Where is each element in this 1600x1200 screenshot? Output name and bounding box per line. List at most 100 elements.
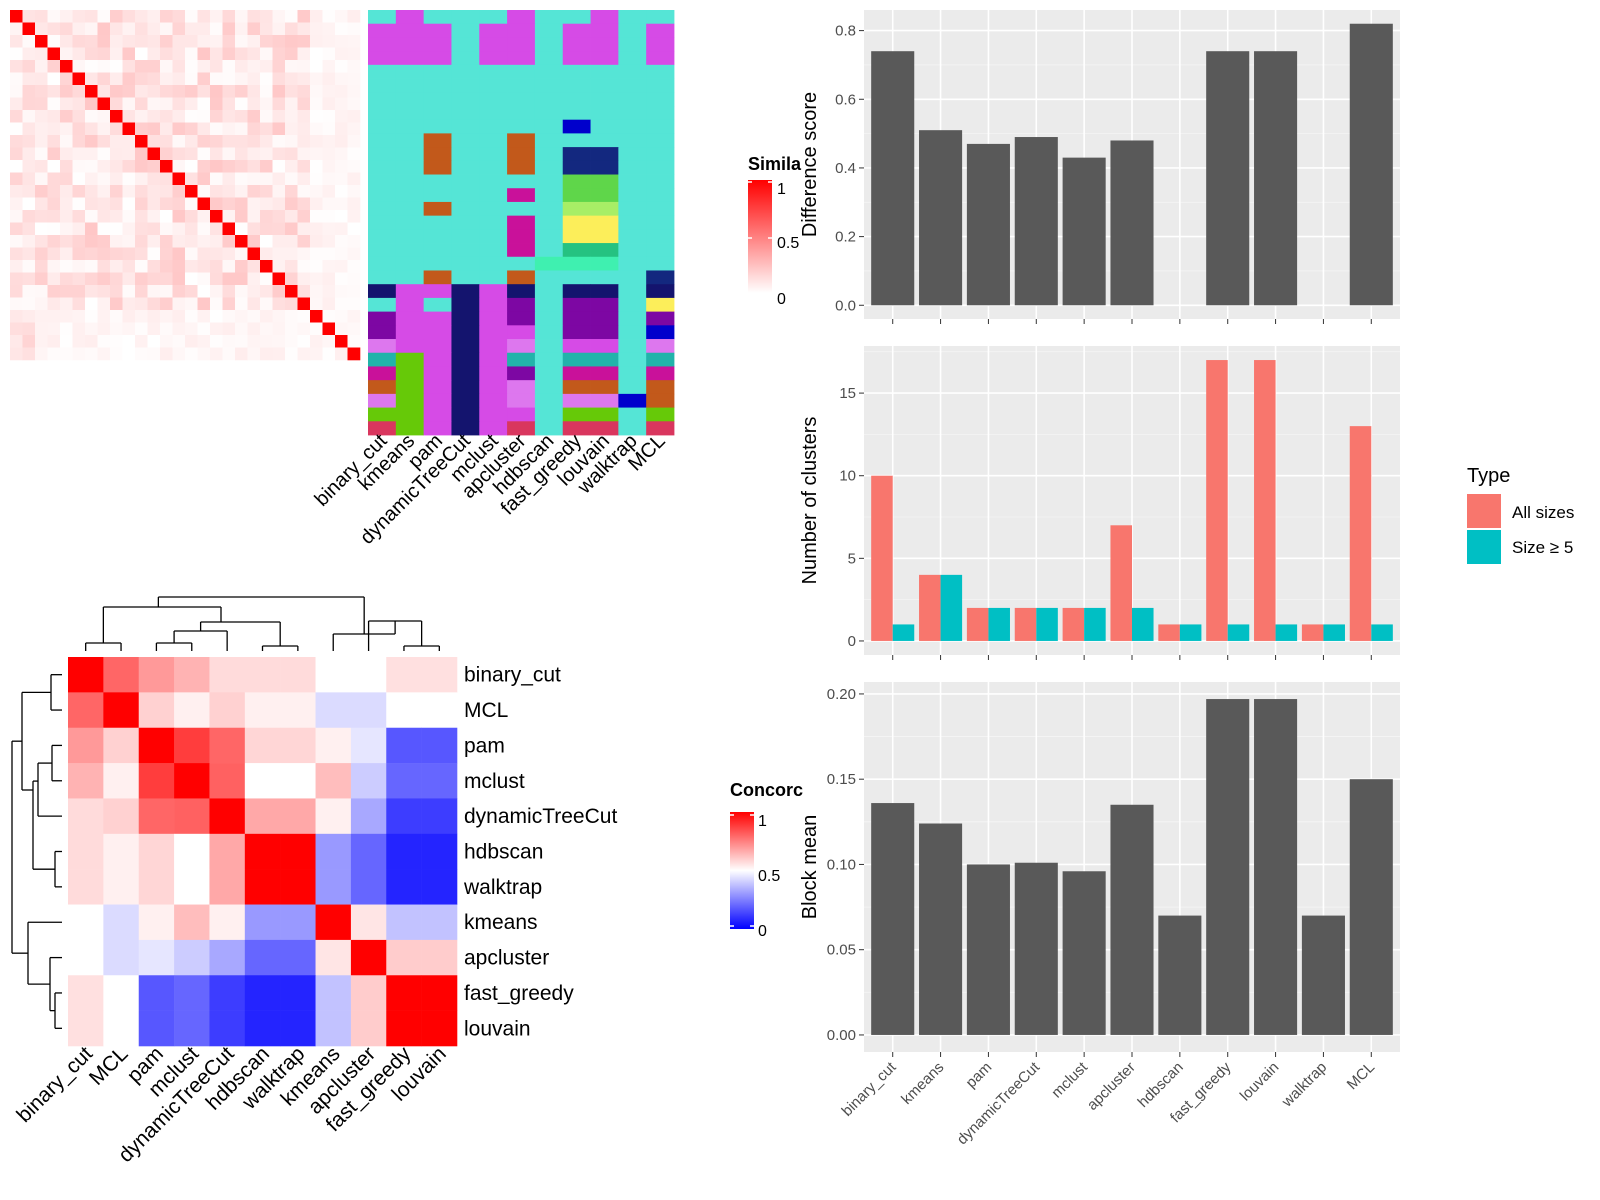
similarity-cell bbox=[335, 110, 348, 123]
similarity-cell bbox=[347, 197, 361, 211]
similarity-cell bbox=[35, 197, 48, 211]
membership-cell bbox=[534, 119, 564, 134]
similarity-cell bbox=[22, 97, 36, 111]
similarity-cell bbox=[210, 35, 223, 48]
similarity-cell bbox=[247, 147, 261, 161]
membership-cell bbox=[451, 297, 480, 313]
similarity-cell bbox=[322, 10, 336, 23]
similarity-cell bbox=[147, 160, 161, 173]
similarity-cell bbox=[172, 97, 186, 111]
membership-cell bbox=[368, 78, 397, 93]
concordance-cell bbox=[68, 798, 104, 835]
similarity-cell bbox=[72, 322, 86, 336]
similarity-cell bbox=[185, 10, 198, 23]
membership-cell bbox=[507, 339, 536, 354]
concordance-cell bbox=[421, 975, 458, 1011]
cluster-membership-grid bbox=[368, 10, 675, 436]
similarity-cell bbox=[210, 72, 223, 86]
membership-cell bbox=[646, 10, 675, 25]
similarity-cell bbox=[47, 297, 61, 311]
similarity-cell bbox=[222, 185, 236, 198]
similarity-cell bbox=[85, 185, 98, 198]
similarity-cell bbox=[47, 147, 61, 161]
similarity-cell bbox=[85, 335, 98, 348]
similarity-cell bbox=[310, 72, 323, 86]
similarity-cell bbox=[147, 272, 161, 286]
similarity-cell bbox=[122, 185, 136, 198]
membership-cell bbox=[368, 10, 397, 25]
similarity-cell bbox=[135, 272, 148, 286]
membership-cell bbox=[479, 188, 508, 203]
similarity-cell bbox=[85, 322, 98, 336]
similarity-cell bbox=[22, 297, 36, 311]
similarity-cell bbox=[122, 147, 136, 161]
similarity-cell bbox=[235, 272, 248, 286]
membership-cell bbox=[368, 188, 397, 203]
similarity-cell bbox=[97, 235, 111, 248]
bar bbox=[1062, 157, 1106, 306]
similarity-cell bbox=[247, 47, 261, 61]
similarity-cell bbox=[197, 72, 211, 86]
similarity-cell bbox=[347, 322, 361, 336]
similarity-cell bbox=[185, 35, 198, 48]
concordance-cell bbox=[350, 727, 387, 764]
membership-cell bbox=[590, 133, 619, 148]
membership-cell bbox=[590, 229, 619, 244]
similarity-cell bbox=[247, 135, 261, 148]
similarity-cell bbox=[160, 222, 173, 236]
membership-cell bbox=[451, 10, 480, 25]
concordance-cell bbox=[421, 657, 458, 693]
similarity-cell bbox=[147, 97, 161, 111]
similarity-cell bbox=[10, 322, 23, 336]
similarity-cell bbox=[297, 60, 311, 73]
membership-cell bbox=[646, 311, 675, 326]
similarity-cell bbox=[160, 322, 173, 336]
similarity-cell bbox=[110, 35, 123, 48]
similarity-cell bbox=[110, 110, 123, 123]
membership-cell bbox=[451, 133, 480, 148]
similarity-cell bbox=[235, 160, 248, 173]
similarity-cell bbox=[22, 147, 36, 161]
similarity-cell bbox=[197, 235, 211, 248]
membership-cell bbox=[534, 174, 564, 189]
similarity-cell bbox=[197, 222, 211, 236]
similarity-cell bbox=[222, 122, 236, 136]
membership-cell bbox=[451, 119, 480, 134]
bar bbox=[1014, 607, 1037, 641]
similarity-cell bbox=[210, 110, 223, 123]
legend-label-size-ge5: Size ≥ 5 bbox=[1512, 538, 1573, 557]
similarity-cell bbox=[322, 85, 336, 98]
similarity-cell bbox=[310, 222, 323, 236]
membership-cell bbox=[534, 92, 564, 107]
membership-cell bbox=[562, 229, 591, 244]
similarity-cell bbox=[147, 310, 161, 323]
similarity-cell bbox=[85, 197, 98, 211]
similarity-cell bbox=[297, 122, 311, 136]
similarity-cell bbox=[322, 260, 336, 273]
similarity-cell bbox=[122, 160, 136, 173]
similarity-cell bbox=[347, 222, 361, 236]
bar bbox=[1062, 871, 1106, 1035]
concordance-cell bbox=[315, 975, 352, 1011]
similarity-cell bbox=[235, 35, 248, 48]
number-of-clusters-panel: 0 5 10 15 Number of clusters bbox=[799, 346, 1400, 660]
similarity-cell bbox=[272, 60, 286, 73]
bar bbox=[1323, 624, 1345, 641]
similarity-cell bbox=[147, 347, 161, 361]
similarity-cell bbox=[322, 47, 336, 61]
similarity-cell bbox=[297, 260, 311, 273]
membership-cell bbox=[618, 393, 647, 408]
bar bbox=[940, 574, 963, 641]
similarity-cell bbox=[60, 147, 73, 161]
similarity-cell bbox=[147, 135, 161, 148]
y-tick-label: 0.0 bbox=[835, 297, 856, 314]
similarity-cell bbox=[247, 122, 261, 136]
similarity-cell bbox=[347, 97, 361, 111]
similarity-cell bbox=[185, 235, 198, 248]
similarity-cell bbox=[310, 247, 323, 261]
similarity-cell bbox=[260, 310, 273, 323]
similarity-cell bbox=[335, 322, 348, 336]
membership-cell bbox=[423, 174, 452, 189]
similarity-cell bbox=[285, 60, 298, 73]
